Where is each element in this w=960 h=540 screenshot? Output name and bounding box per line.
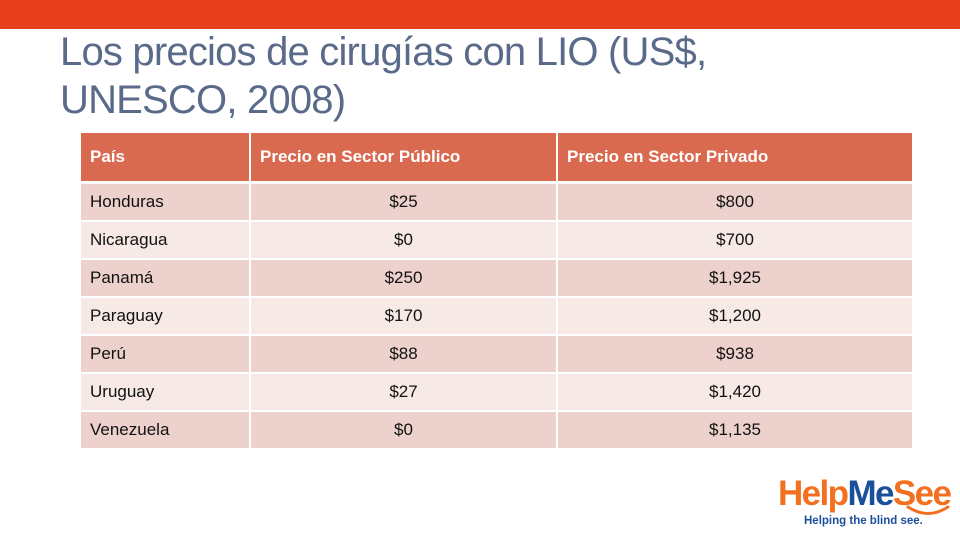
country-cell: Paraguay [81, 297, 251, 336]
private-price-cell: $938 [557, 335, 912, 374]
table-row: Venezuela $0 $1,135 [81, 411, 912, 450]
private-price-cell: $1,135 [557, 411, 912, 450]
country-cell: Nicaragua [81, 221, 251, 260]
public-price-cell: $27 [250, 373, 558, 412]
private-price-cell: $1,925 [557, 259, 912, 298]
header-private-price: Precio en Sector Privado [557, 133, 912, 184]
slide-title: Los precios de cirugías con LIO (US$, UN… [60, 30, 707, 122]
table-row: Nicaragua $0 $700 [81, 221, 912, 260]
public-price-cell: $88 [250, 335, 558, 374]
table-row: Panamá $250 $1,925 [81, 259, 912, 298]
public-price-cell: $170 [250, 297, 558, 336]
table-row: Perú $88 $938 [81, 335, 912, 374]
public-price-cell: $0 [250, 221, 558, 260]
table-row: Honduras $25 $800 [81, 182, 912, 222]
country-cell: Uruguay [81, 373, 251, 412]
header-public-price: Precio en Sector Público [250, 133, 558, 184]
private-price-cell: $700 [557, 221, 912, 260]
logo-smile-icon [906, 505, 950, 515]
top-accent-bar [0, 0, 960, 29]
logo-wordmark: HelpMeSee [778, 474, 952, 513]
public-price-cell: $0 [250, 411, 558, 450]
prices-table: País Precio en Sector Público Precio en … [81, 133, 912, 450]
public-price-cell: $25 [250, 182, 558, 222]
table-row: Uruguay $27 $1,420 [81, 373, 912, 412]
public-price-cell: $250 [250, 259, 558, 298]
country-cell: Panamá [81, 259, 251, 298]
private-price-cell: $1,200 [557, 297, 912, 336]
private-price-cell: $1,420 [557, 373, 912, 412]
logo-tagline: Helping the blind see. [804, 515, 923, 527]
private-price-cell: $800 [557, 182, 912, 222]
header-country: País [81, 133, 251, 184]
helpmesee-logo: HelpMeSee Helping the blind see. [778, 474, 958, 538]
table-row: Paraguay $170 $1,200 [81, 297, 912, 336]
table-header-row: País Precio en Sector Público Precio en … [81, 133, 912, 184]
country-cell: Venezuela [81, 411, 251, 450]
country-cell: Honduras [81, 182, 251, 222]
country-cell: Perú [81, 335, 251, 374]
